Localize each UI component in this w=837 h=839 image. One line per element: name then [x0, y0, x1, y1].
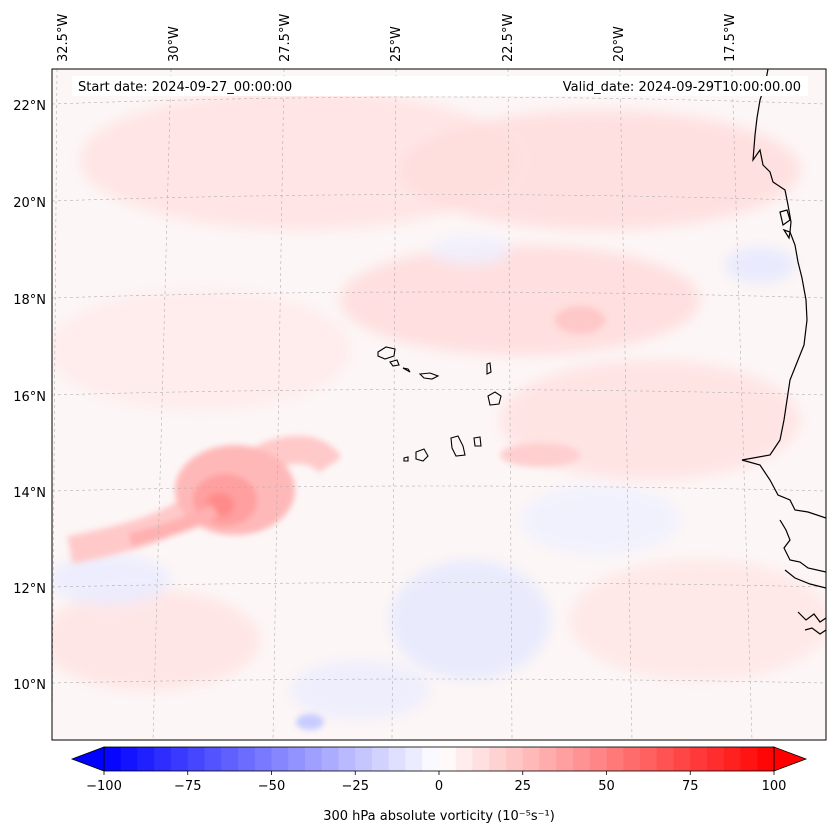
graticule	[52, 69, 826, 740]
colorbar-segment	[606, 747, 624, 771]
colorbar-segment	[656, 747, 674, 771]
colorbar-segment	[137, 747, 155, 771]
lon-label: 32.5°W	[56, 14, 71, 62]
map-frame	[51, 68, 827, 741]
colorbar-segment	[673, 747, 691, 771]
colorbar-tick-label: −75	[174, 779, 201, 794]
colorbar-segment	[439, 747, 457, 771]
colorbar-segment	[740, 747, 758, 771]
colorbar-segment	[707, 747, 725, 771]
map-panel: Start date: 2024-09-27_00:00:00 Valid_da…	[51, 68, 827, 741]
lon-label: 30°W	[167, 26, 182, 62]
colorbar-segment	[104, 747, 122, 771]
colorbar-tick-label: 75	[682, 779, 699, 794]
colorbar-segment	[388, 747, 406, 771]
colorbar-segment	[455, 747, 473, 771]
colorbar-segment	[171, 747, 189, 771]
colorbar-segment	[204, 747, 222, 771]
lat-label: 22°N	[13, 99, 46, 114]
lat-label: 18°N	[13, 293, 46, 308]
lat-label: 20°N	[13, 196, 46, 211]
colorbar-label: 300 hPa absolute vorticity (10⁻⁵s⁻¹)	[323, 809, 555, 824]
colorbar-segment	[355, 747, 373, 771]
lon-label: 27.5°W	[278, 14, 293, 62]
island-sao-vicente	[389, 359, 400, 367]
colorbar-segment	[757, 747, 775, 771]
colorbar-segment	[489, 747, 507, 771]
colorbar-segment	[640, 747, 658, 771]
colorbar-segment	[288, 747, 306, 771]
colorbar-segment	[238, 747, 256, 771]
colorbar-tick-label: 25	[514, 779, 531, 794]
colorbar-segment	[506, 747, 524, 771]
vorticity-field	[52, 90, 826, 730]
colorbar-segment	[305, 747, 323, 771]
colorbar-segment	[573, 747, 591, 771]
colorbar-segment	[187, 747, 205, 771]
colorbar-tick-label: −100	[86, 779, 122, 794]
colorbar-segment	[723, 747, 741, 771]
lon-label: 22.5°W	[501, 14, 516, 62]
lat-label: 10°N	[13, 678, 46, 693]
colorbar-tick-label: −50	[258, 779, 285, 794]
cape-verde-islands	[377, 346, 502, 462]
colorbar-segment	[589, 747, 607, 771]
colorbar-segment	[321, 747, 339, 771]
info-strip	[72, 76, 808, 96]
colorbar-segments	[104, 747, 775, 771]
valid-date: Valid_date: 2024-09-29T10:00:00.00	[563, 80, 801, 95]
island-maio	[473, 436, 482, 447]
colorbar-tick-label: 50	[598, 779, 615, 794]
colorbar-segment	[338, 747, 356, 771]
africa-coast	[741, 69, 826, 519]
coastline	[741, 69, 826, 635]
colorbar-tick-label: 100	[762, 779, 787, 794]
colorbar-ticks: −100 −75 −50 −25 0 25 50 75 100	[86, 771, 786, 794]
start-date: Start date: 2024-09-27_00:00:00	[78, 80, 292, 95]
lat-label: 12°N	[13, 582, 46, 597]
island-fogo	[415, 448, 429, 462]
latitude-labels: 22°N 20°N 18°N 16°N 14°N 12°N 10°N	[13, 99, 46, 693]
colorbar-segment	[120, 747, 138, 771]
lat-label: 16°N	[13, 390, 46, 405]
longitude-labels: 32.5°W 30°W 27.5°W 25°W 22.5°W 20°W 17.5…	[56, 14, 738, 62]
island-sal	[486, 362, 492, 375]
colorbar-extend-right	[773, 746, 808, 772]
island-brava	[403, 456, 409, 462]
colorbar-segment	[405, 747, 423, 771]
colorbar-tick-label: −25	[342, 779, 369, 794]
colorbar-segment	[154, 747, 172, 771]
colorbar-segment	[690, 747, 708, 771]
colorbar-segment	[522, 747, 540, 771]
island-sao-nicolau	[418, 372, 440, 380]
colorbar-segment	[254, 747, 272, 771]
colorbar-segment	[221, 747, 239, 771]
colorbar-segment	[472, 747, 490, 771]
lat-label: 14°N	[13, 486, 46, 501]
colorbar-segment	[539, 747, 557, 771]
colorbar-segment	[556, 747, 574, 771]
colorbar-segment	[372, 747, 390, 771]
lon-label: 25°W	[389, 26, 404, 62]
island-boa-vista	[487, 391, 502, 406]
colorbar-segment	[271, 747, 289, 771]
colorbar-extend-left	[70, 746, 105, 772]
colorbar: −100 −75 −50 −25 0 25 50 75 100 300 hPa absolute…	[70, 746, 808, 824]
colorbar-segment	[422, 747, 440, 771]
lon-label: 17.5°W	[723, 14, 738, 62]
colorbar-segment	[623, 747, 641, 771]
island-santiago	[450, 435, 466, 457]
island-santa-luzia	[402, 367, 411, 373]
island-santo-antao	[377, 346, 396, 360]
lon-label: 20°W	[612, 26, 627, 62]
colorbar-tick-label: 0	[435, 779, 443, 794]
